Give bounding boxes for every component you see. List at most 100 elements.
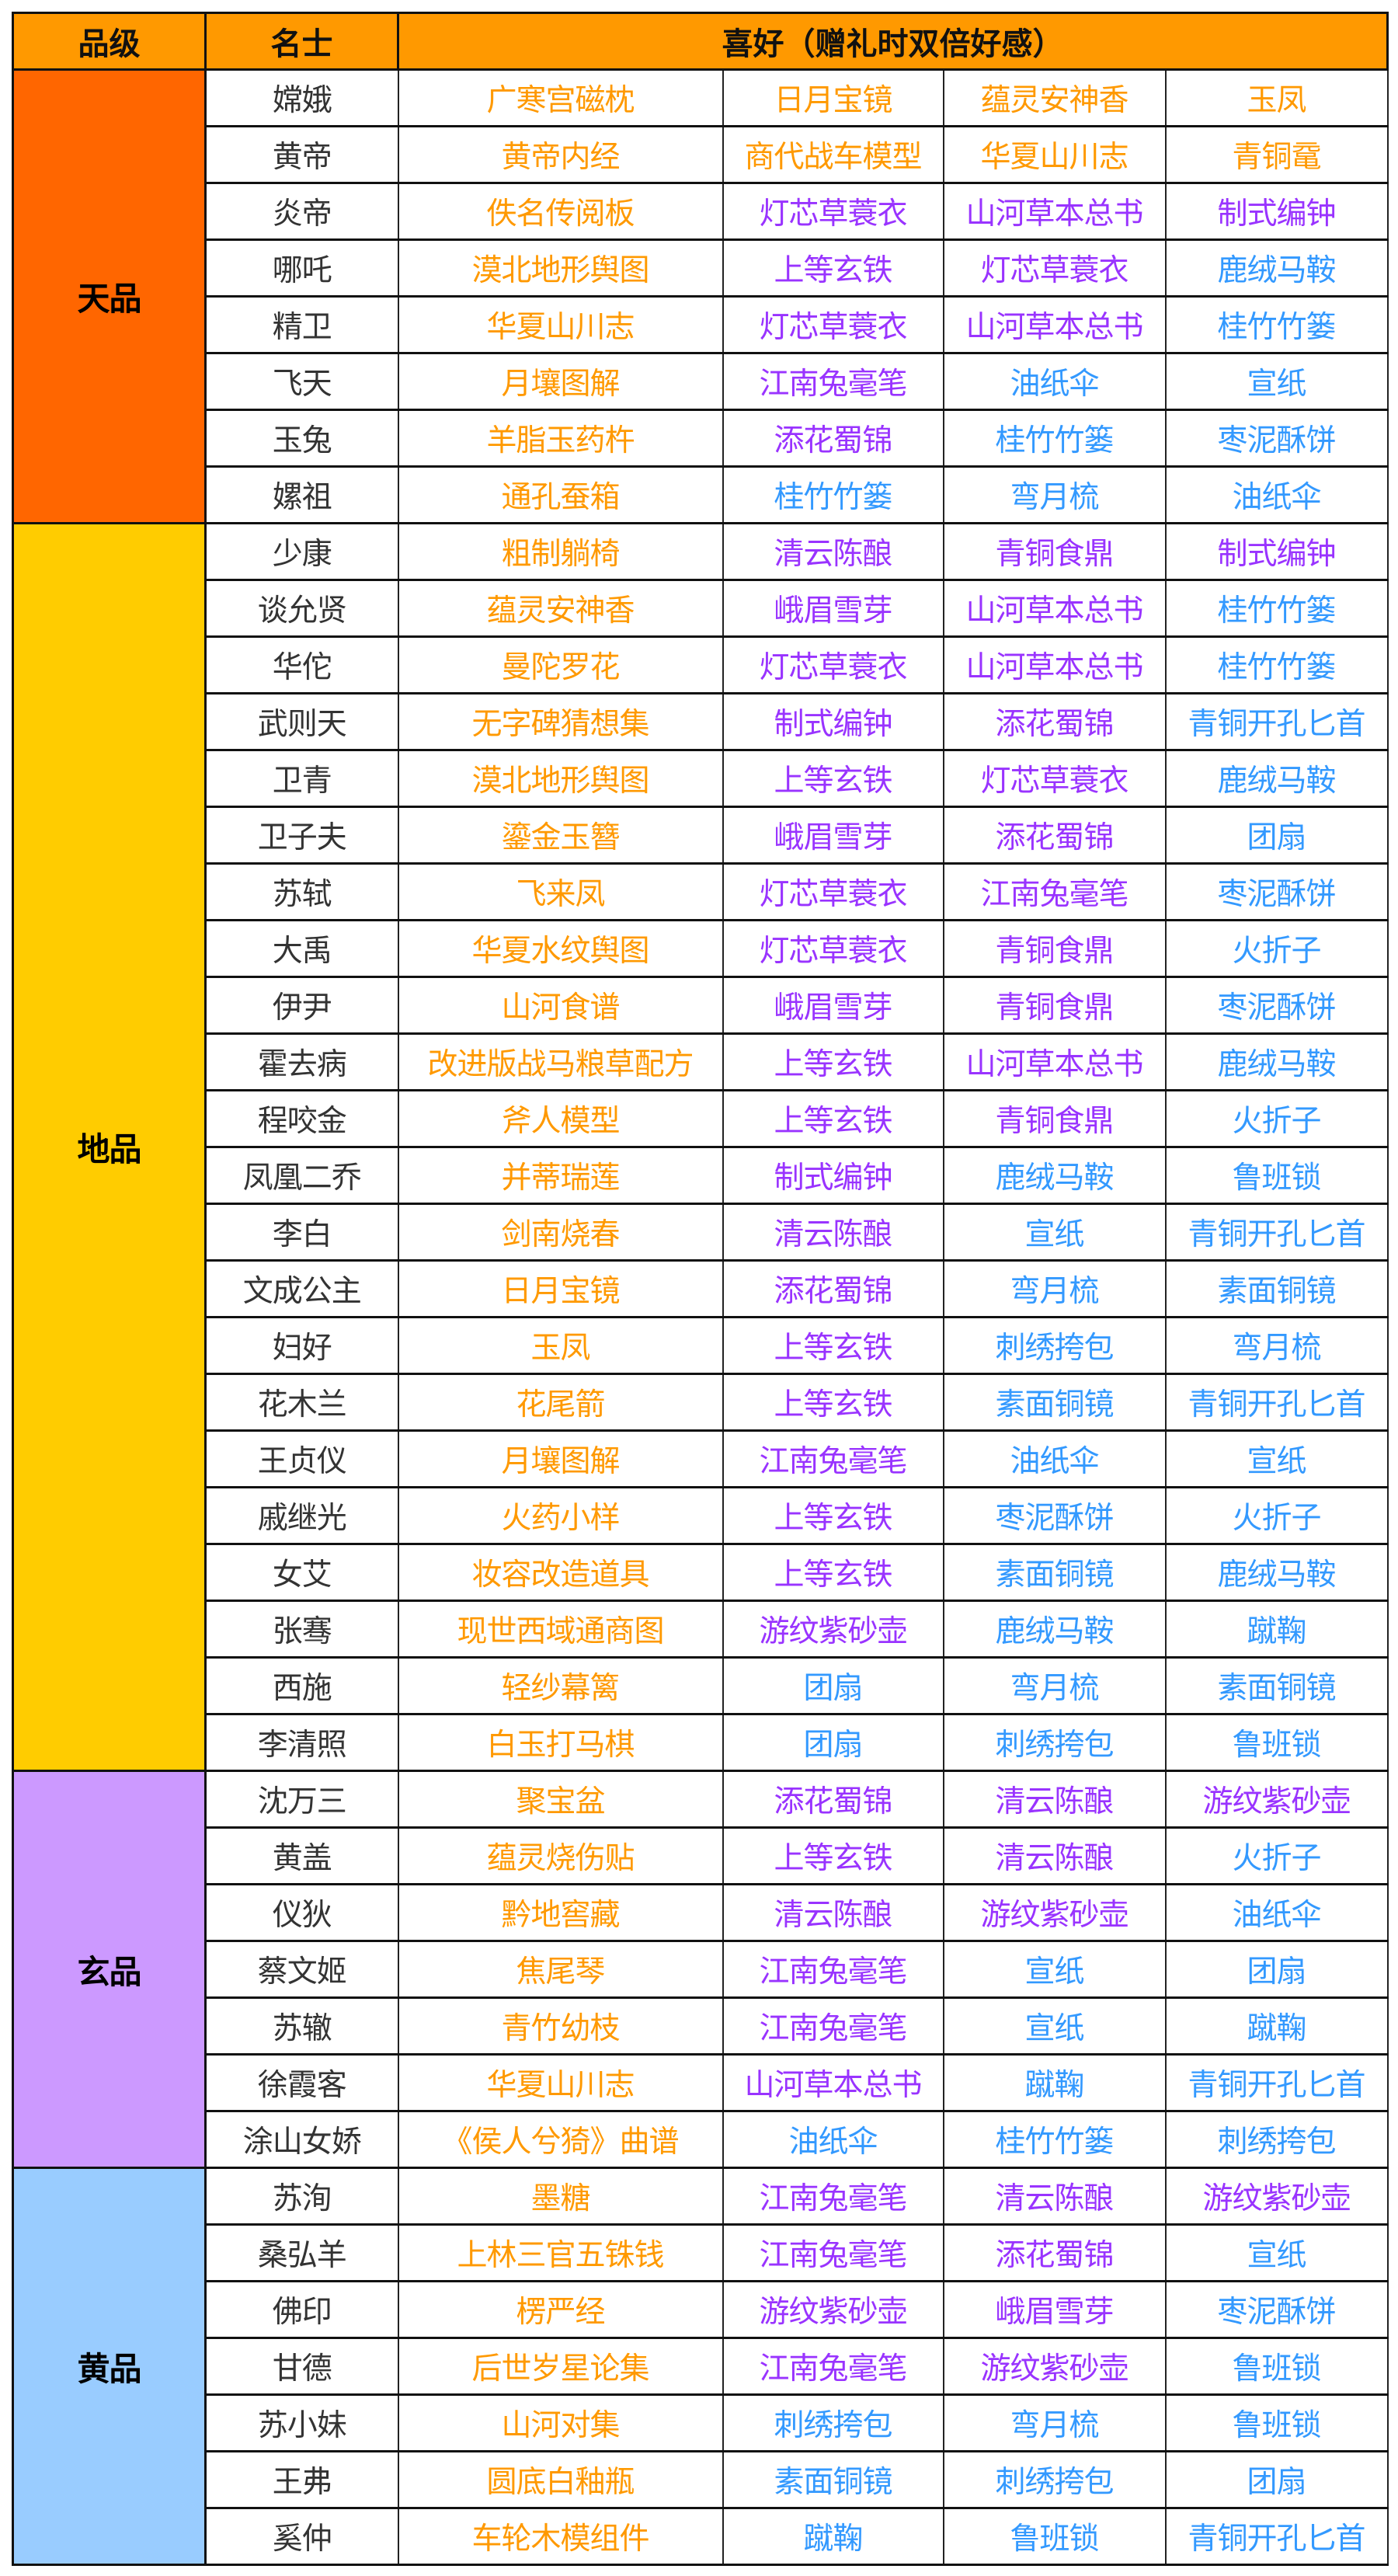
gift-item: 青竹幼枝 <box>397 1996 724 2056</box>
gift-item: 剑南烧春 <box>397 1203 724 1262</box>
character-name: 苏辙 <box>204 1996 399 2056</box>
gift-item: 无字碑猜想集 <box>397 692 724 751</box>
gift-item: 上等玄铁 <box>722 1826 944 1885</box>
gift-item: 后世岁星论集 <box>397 2337 724 2396</box>
gift-item: 素面铜镜 <box>943 1543 1167 1602</box>
character-name: 霍去病 <box>204 1032 399 1091</box>
gift-item: 通孔蚕箱 <box>397 465 724 524</box>
gift-item: 宣纸 <box>943 1203 1167 1262</box>
gift-item: 刺绣挎包 <box>943 2450 1167 2509</box>
gift-item: 楞严经 <box>397 2280 724 2339</box>
gift-item: 江南兔毫笔 <box>722 1429 944 1488</box>
gift-item: 羊脂玉药杵 <box>397 409 724 468</box>
gift-item: 清云陈酿 <box>943 2167 1167 2226</box>
gift-item: 青铜开孔匕首 <box>1164 692 1389 751</box>
gift-item: 清云陈酿 <box>943 1826 1167 1885</box>
table-body: 天品 嫦娥 广寒宫磁枕 日月宝镜 蕴灵安神香 玉凤 黄帝 黄帝内经 商代战车模型 华夏山川志 青铜鼋… <box>12 68 1389 2566</box>
gift-item: 上等玄铁 <box>722 749 944 808</box>
gift-item: 华夏水纹舆图 <box>397 919 724 978</box>
gift-item: 清云陈酿 <box>943 1770 1167 1829</box>
gift-item: 江南兔毫笔 <box>722 352 944 411</box>
table-row: 苏轼 飞来凤 灯芯草蓑衣 江南兔毫笔 枣泥酥饼 <box>13 862 1389 921</box>
gift-item: 油纸伞 <box>943 352 1167 411</box>
gift-item: 清云陈酿 <box>722 1883 944 1942</box>
table-row: 华佗 曼陀罗花 灯芯草蓑衣 山河草本总书 桂竹竹篓 <box>13 635 1389 694</box>
character-name: 武则天 <box>204 692 399 751</box>
character-name: 大禹 <box>204 919 399 978</box>
character-name: 伊尹 <box>204 976 399 1035</box>
character-name: 戚继光 <box>204 1486 399 1545</box>
gift-item: 青铜开孔匕首 <box>1164 2507 1389 2566</box>
table-row: 蔡文姬 焦尾琴 江南兔毫笔 宣纸 团扇 <box>13 1940 1389 1999</box>
gift-item: 枣泥酥饼 <box>1164 976 1389 1035</box>
gift-item: 山河草本总书 <box>943 295 1167 354</box>
gift-item: 日月宝镜 <box>397 1259 724 1318</box>
gift-item: 灯芯草蓑衣 <box>722 919 944 978</box>
gift-item: 刺绣挎包 <box>943 1316 1167 1375</box>
gift-item: 焦尾琴 <box>397 1940 724 1999</box>
gift-item: 刺绣挎包 <box>1164 2110 1389 2169</box>
gift-item: 上等玄铁 <box>722 1486 944 1545</box>
gift-item: 山河草本总书 <box>722 2053 944 2112</box>
gift-item: 灯芯草蓑衣 <box>722 182 944 241</box>
table-row: 大禹 华夏水纹舆图 灯芯草蓑衣 青铜食鼎 火折子 <box>13 919 1389 978</box>
gift-item: 清云陈酿 <box>722 1203 944 1262</box>
gift-item: 月壤图解 <box>397 1429 724 1488</box>
character-name: 佛印 <box>204 2280 399 2339</box>
gift-item: 青铜开孔匕首 <box>1164 1203 1389 1262</box>
gift-item: 桂竹竹篓 <box>1164 579 1389 638</box>
gift-item: 江南兔毫笔 <box>722 1996 944 2056</box>
gift-item: 桂竹竹篓 <box>1164 295 1389 354</box>
gift-item: 火药小样 <box>397 1486 724 1545</box>
gift-item: 山河草本总书 <box>943 1032 1167 1091</box>
gift-item: 制式编钟 <box>722 1146 944 1205</box>
gift-item: 火折子 <box>1164 919 1389 978</box>
tier-label: 黄品 <box>12 2167 207 2566</box>
character-name: 嫦娥 <box>204 68 399 127</box>
gift-item: 现世西域通商图 <box>397 1600 724 1659</box>
table-row: 王贞仪 月壤图解 江南兔毫笔 油纸伞 宣纸 <box>13 1429 1389 1488</box>
character-name: 徐霞客 <box>204 2053 399 2112</box>
gift-item: 黔地窖藏 <box>397 1883 724 1942</box>
gift-item: 枣泥酥饼 <box>1164 862 1389 921</box>
character-name: 哪吒 <box>204 238 399 298</box>
table-row: 凤凰二乔 并蒂瑞莲 制式编钟 鹿绒马鞍 鲁班锁 <box>13 1146 1389 1205</box>
table-row: 飞天 月壤图解 江南兔毫笔 油纸伞 宣纸 <box>13 352 1389 411</box>
character-name: 蔡文姬 <box>204 1940 399 1999</box>
table-row: 文成公主 日月宝镜 添花蜀锦 弯月梳 素面铜镜 <box>13 1259 1389 1318</box>
gift-item: 鹿绒马鞍 <box>943 1146 1167 1205</box>
gift-item: 蕴灵安神香 <box>397 579 724 638</box>
gift-item: 灯芯草蓑衣 <box>722 295 944 354</box>
gift-item: 华夏山川志 <box>943 125 1167 184</box>
gift-item: 上等玄铁 <box>722 1316 944 1375</box>
table-row: 妇好 玉凤 上等玄铁 刺绣挎包 弯月梳 <box>13 1316 1389 1375</box>
table-row: 玄品 沈万三 聚宝盆 添花蜀锦 清云陈酿 游纹紫砂壶 <box>12 1770 1389 2169</box>
gift-item: 蹴鞠 <box>1164 1996 1389 2056</box>
gift-item: 粗制躺椅 <box>397 522 724 581</box>
table-row: 地品 少康 粗制躺椅 清云陈酿 青铜食鼎 制式编钟 <box>12 522 1389 1772</box>
table-row: 徐霞客 华夏山川志 山河草本总书 蹴鞠 青铜开孔匕首 <box>13 2053 1389 2112</box>
character-name: 卫青 <box>204 749 399 808</box>
table-row: 戚继光 火药小样 上等玄铁 枣泥酥饼 火折子 <box>13 1486 1389 1545</box>
gift-item: 添花蜀锦 <box>722 1259 944 1318</box>
gift-item: 青铜食鼎 <box>943 1089 1167 1148</box>
gift-item: 江南兔毫笔 <box>722 2223 944 2282</box>
table-row: 花木兰 花尾箭 上等玄铁 素面铜镜 青铜开孔匕首 <box>13 1373 1389 1432</box>
gift-item: 青铜开孔匕首 <box>1164 1373 1389 1432</box>
gift-item: 山河食谱 <box>397 976 724 1035</box>
table-row: 武则天 无字碑猜想集 制式编钟 添花蜀锦 青铜开孔匕首 <box>13 692 1389 751</box>
gift-item: 上林三官五铢钱 <box>397 2223 724 2282</box>
gift-item: 添花蜀锦 <box>722 409 944 468</box>
gift-item: 火折子 <box>1164 1089 1389 1148</box>
gift-item: 车轮木模组件 <box>397 2507 724 2566</box>
gift-item: 蕴灵安神香 <box>943 68 1167 127</box>
gift-item: 峨眉雪芽 <box>722 579 944 638</box>
tier-label: 玄品 <box>12 1770 207 2169</box>
gift-item: 蹴鞠 <box>1164 1600 1389 1659</box>
gift-item: 鹿绒马鞍 <box>1164 1032 1389 1091</box>
gift-item: 花尾箭 <box>397 1373 724 1432</box>
gift-item: 峨眉雪芽 <box>943 2280 1167 2339</box>
table-row: 苏小妹 山河对集 刺绣挎包 弯月梳 鲁班锁 <box>13 2393 1389 2452</box>
gift-item: 上等玄铁 <box>722 1032 944 1091</box>
gift-item: 桂竹竹篓 <box>943 409 1167 468</box>
